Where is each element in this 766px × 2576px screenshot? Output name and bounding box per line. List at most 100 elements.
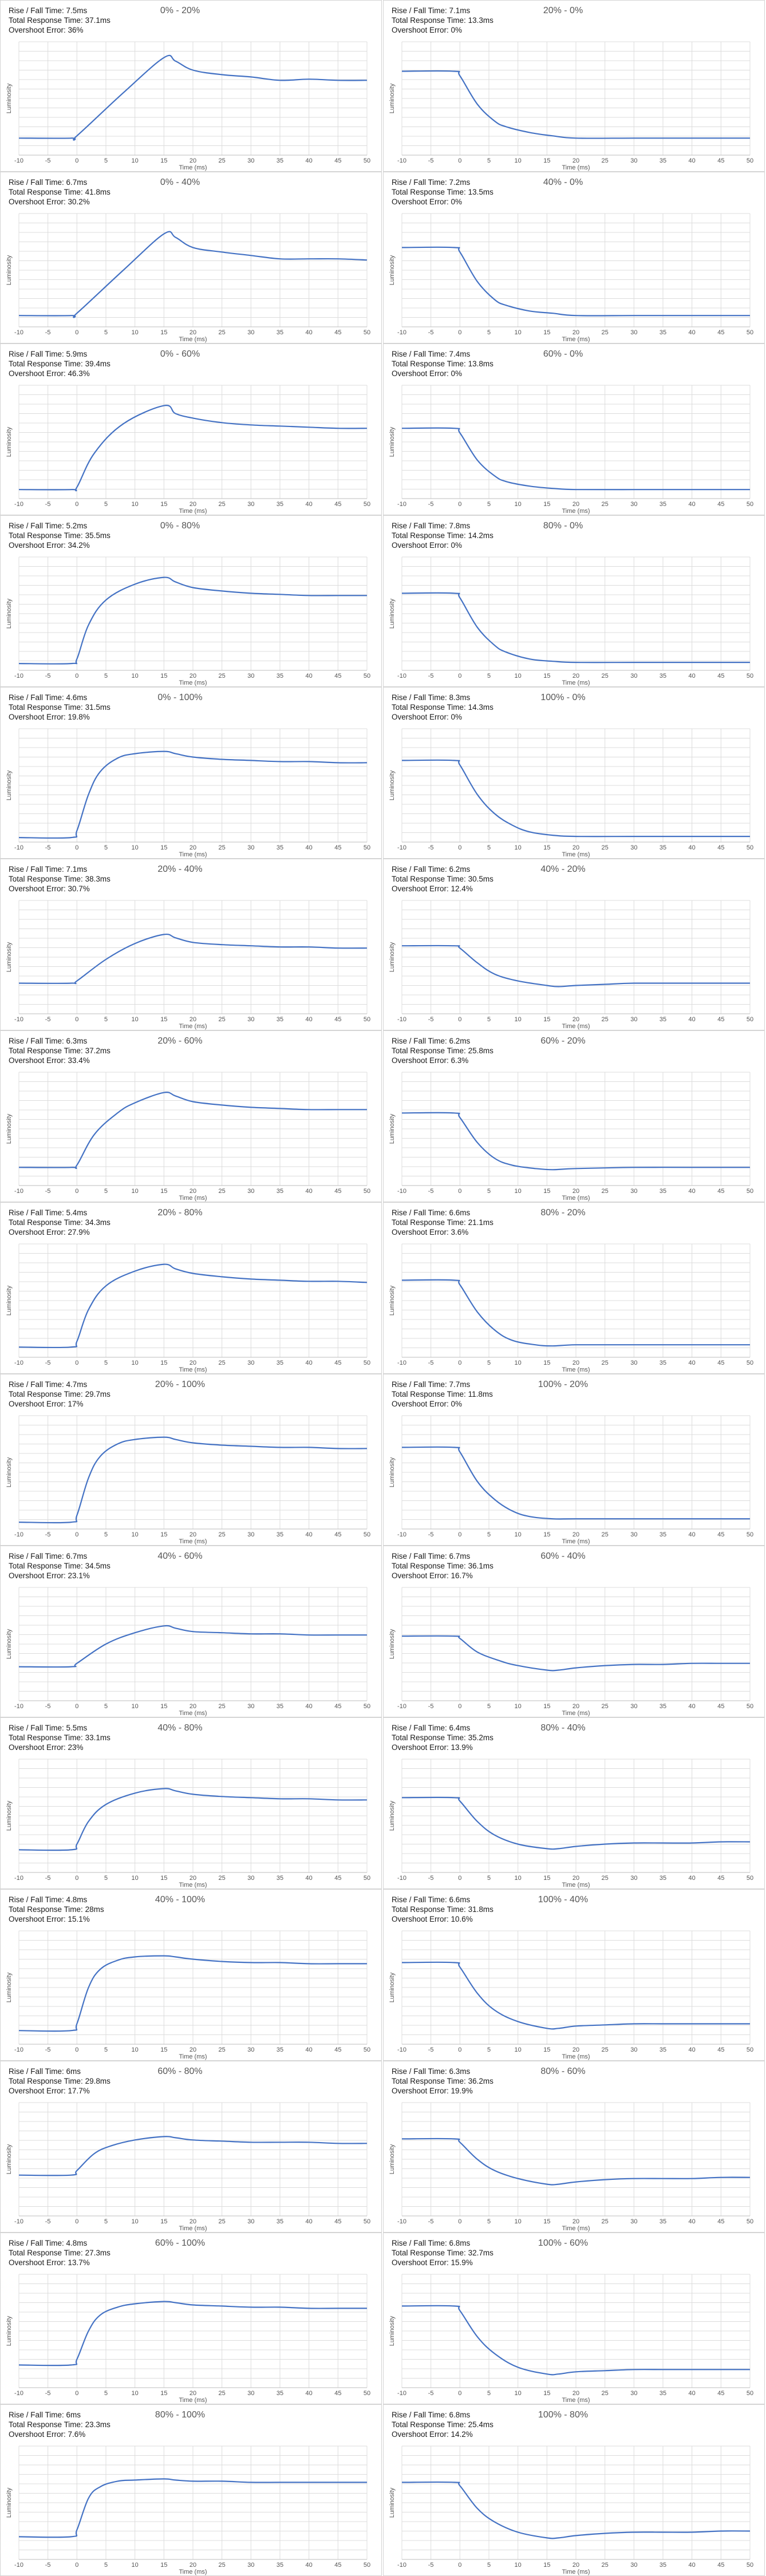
x-tick-label: 10 bbox=[132, 2046, 139, 2053]
chart-title: 40% - 0% bbox=[543, 177, 583, 187]
x-tick-label: 10 bbox=[515, 329, 522, 336]
x-tick-label: 0 bbox=[458, 2046, 461, 2053]
x-tick-label: 25 bbox=[602, 501, 609, 508]
line-chart: -10 -5 0 5 10 15 20 25 30 35 40 45 50 Time (ms) Lumino… bbox=[6, 213, 370, 343]
x-axis-label: Time (ms) bbox=[179, 164, 207, 171]
rise-fall-time: Rise / Fall Time: 6.7ms bbox=[392, 1552, 471, 1560]
x-tick-label: 50 bbox=[364, 2046, 370, 2053]
rise-fall-time: Rise / Fall Time: 4.8ms bbox=[9, 2239, 88, 2247]
line-chart: -10 -5 0 5 10 15 20 25 30 35 40 45 50 Time (ms) Lumino… bbox=[389, 2274, 753, 2404]
x-tick-label: -10 bbox=[397, 501, 406, 508]
x-tick-label: 35 bbox=[660, 1703, 666, 1710]
x-tick-label: -10 bbox=[14, 2046, 23, 2053]
rise-fall-time: Rise / Fall Time: 6.6ms bbox=[392, 1895, 471, 1904]
x-tick-label: 5 bbox=[104, 1875, 108, 1882]
overshoot-error: Overshoot Error: 15.1% bbox=[9, 1915, 90, 1923]
x-tick-label: 40 bbox=[306, 1188, 313, 1195]
chart-title: 60% - 80% bbox=[157, 2067, 203, 2076]
x-tick-label: 10 bbox=[515, 2046, 522, 2053]
x-tick-label: 10 bbox=[132, 1188, 139, 1195]
x-tick-label: 10 bbox=[515, 2562, 522, 2569]
rise-fall-time: Rise / Fall Time: 4.6ms bbox=[9, 693, 88, 702]
x-tick-label: 0 bbox=[458, 2218, 461, 2225]
series-line bbox=[401, 1796, 751, 1850]
x-tick-label: 25 bbox=[602, 2562, 609, 2569]
total-response-time: Total Response Time: 31.8ms bbox=[392, 1905, 493, 1914]
x-tick-label: 10 bbox=[132, 157, 139, 164]
x-tick-label: 45 bbox=[334, 329, 341, 336]
stats-block: Rise / Fall Time: 6.6ms Total Response Ti… bbox=[392, 1208, 493, 1237]
chart-panel: Rise / Fall Time: 8.3ms Total Response Ti… bbox=[383, 687, 765, 859]
x-axis-label: Time (ms) bbox=[179, 2225, 207, 2232]
rise-fall-time: Rise / Fall Time: 6ms bbox=[9, 2067, 81, 2076]
y-axis-label: Luminosity bbox=[389, 1800, 396, 1831]
x-tick-label: 0 bbox=[75, 329, 78, 336]
x-tick-label: 40 bbox=[689, 2046, 696, 2053]
x-tick-label: 10 bbox=[132, 2390, 139, 2397]
x-tick-label: 0 bbox=[75, 1531, 78, 1538]
x-axis-label: Time (ms) bbox=[562, 2569, 590, 2575]
stats-block: Rise / Fall Time: 8.3ms Total Response Ti… bbox=[392, 693, 493, 722]
x-tick-label: 25 bbox=[602, 329, 609, 336]
x-tick-label: 40 bbox=[689, 1016, 696, 1023]
x-tick-label: 5 bbox=[104, 2046, 108, 2053]
x-tick-label: 10 bbox=[132, 673, 139, 679]
chart-panel: Rise / Fall Time: 7.7ms Total Response Ti… bbox=[383, 1374, 765, 1546]
x-tick-label: 45 bbox=[717, 2046, 724, 2053]
chart-title: 0% - 100% bbox=[157, 693, 203, 702]
x-tick-label: 50 bbox=[364, 1875, 370, 1882]
x-tick-label: -5 bbox=[428, 329, 434, 336]
x-tick-label: -10 bbox=[14, 844, 23, 851]
line-chart: -10 -5 0 5 10 15 20 25 30 35 40 45 50 Time (ms) Lumino… bbox=[6, 2445, 370, 2575]
chart-panel: Rise / Fall Time: 6.3ms Total Response Ti… bbox=[383, 2061, 765, 2233]
x-tick-label: -5 bbox=[45, 2390, 51, 2397]
stats-block: Rise / Fall Time: 7.5ms Total Response Ti… bbox=[9, 6, 110, 35]
x-tick-label: 20 bbox=[572, 673, 579, 679]
series-line bbox=[18, 1788, 368, 1851]
chart-title: 80% - 20% bbox=[540, 1208, 586, 1218]
rise-fall-time: Rise / Fall Time: 6.8ms bbox=[392, 2239, 471, 2247]
y-axis-label: Luminosity bbox=[389, 1457, 396, 1487]
x-axis-label: Time (ms) bbox=[179, 2569, 207, 2575]
x-tick-label: 50 bbox=[364, 673, 370, 679]
total-response-time: Total Response Time: 29.8ms bbox=[9, 2077, 110, 2085]
x-tick-label: 0 bbox=[458, 1531, 461, 1538]
chart-title: 100% - 80% bbox=[538, 2410, 589, 2420]
x-tick-label: 25 bbox=[602, 1531, 609, 1538]
x-tick-label: 35 bbox=[660, 2218, 666, 2225]
overshoot-error: Overshoot Error: 0% bbox=[392, 197, 463, 206]
overshoot-error: Overshoot Error: 15.9% bbox=[392, 2258, 473, 2267]
y-axis-label: Luminosity bbox=[6, 2487, 13, 2518]
x-tick-label: 45 bbox=[334, 844, 341, 851]
x-tick-label: -10 bbox=[397, 2562, 406, 2569]
x-tick-label: 15 bbox=[543, 1016, 550, 1023]
overshoot-error: Overshoot Error: 19.9% bbox=[392, 2087, 473, 2095]
x-tick-label: 20 bbox=[572, 1531, 579, 1538]
x-tick-label: 5 bbox=[104, 157, 108, 164]
x-tick-label: 50 bbox=[364, 329, 370, 336]
y-axis-label: Luminosity bbox=[6, 426, 13, 457]
x-tick-label: 0 bbox=[458, 2562, 461, 2569]
y-axis-label: Luminosity bbox=[6, 1113, 13, 1144]
rise-fall-time: Rise / Fall Time: 5.9ms bbox=[9, 350, 88, 358]
line-chart: -10 -5 0 5 10 15 20 25 30 35 40 45 50 Time (ms) Lumino… bbox=[6, 1072, 370, 1202]
chart-panel: Rise / Fall Time: 7.1ms Total Response Ti… bbox=[0, 859, 382, 1030]
chart-panel: Rise / Fall Time: 6.6ms Total Response Ti… bbox=[383, 1202, 765, 1374]
x-tick-label: 5 bbox=[104, 329, 108, 336]
line-chart: -10 -5 0 5 10 15 20 25 30 35 40 45 50 Time (ms) Lumino… bbox=[6, 1930, 370, 2060]
line-chart: -10 -5 0 5 10 15 20 25 30 35 40 45 50 Time (ms) Lumino… bbox=[389, 728, 753, 858]
stats-block: Rise / Fall Time: 7.1ms Total Response Ti… bbox=[392, 6, 493, 35]
x-tick-label: -10 bbox=[14, 1875, 23, 1882]
x-axis-label: Time (ms) bbox=[562, 1882, 590, 1888]
overshoot-error: Overshoot Error: 6.3% bbox=[392, 1056, 469, 1065]
stats-block: Rise / Fall Time: 6ms Total Response Time… bbox=[9, 2067, 110, 2096]
series-line bbox=[18, 2478, 367, 2538]
series-line bbox=[18, 576, 367, 665]
chart-panel: Rise / Fall Time: 4.7ms Total Response Ti… bbox=[0, 1374, 382, 1546]
x-tick-label: -10 bbox=[397, 329, 406, 336]
line-chart: -10 -5 0 5 10 15 20 25 30 35 40 45 50 Time (ms) Lumino… bbox=[6, 1587, 370, 1717]
chart-title: 40% - 80% bbox=[157, 1723, 203, 1733]
x-tick-label: 45 bbox=[717, 1188, 724, 1195]
x-tick-label: 20 bbox=[189, 157, 196, 164]
stats-block: Rise / Fall Time: 5.9ms Total Response Ti… bbox=[9, 349, 110, 378]
